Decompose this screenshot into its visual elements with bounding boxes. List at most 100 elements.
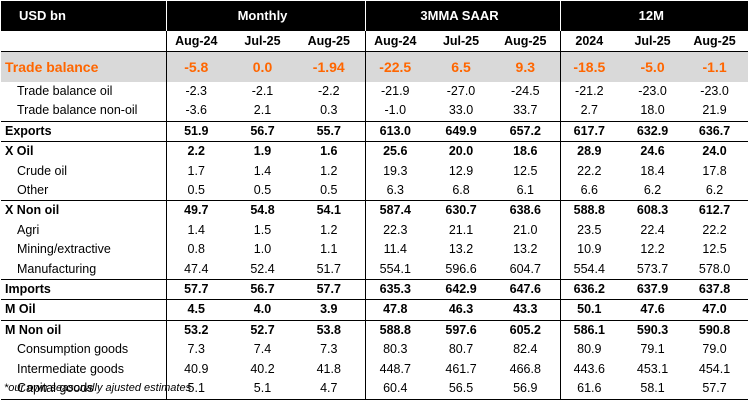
table-cell: 2.1 [253, 103, 272, 118]
table-cell: 56.9 [497, 379, 561, 400]
table-cell: 12.5 [702, 242, 727, 257]
table-cell: 578.0 [698, 261, 731, 276]
table-cell: 21.9 [702, 103, 727, 118]
table-cell: 5.1 [165, 379, 232, 400]
table-cell: 79.0 [702, 342, 727, 357]
table-cell: 613.0 [364, 120, 432, 142]
table-row: Consumption goods 7.3 7.4 7.3 80.3 80.7 82.4 80… [1, 340, 748, 360]
table-row: Manufacturing 47.4 52.4 51.7 554.1 596.6 604.7… [1, 259, 748, 280]
table-cell: 0.5 [320, 183, 338, 198]
column-header: Jul-25 [431, 31, 498, 52]
table-cell: 649.9 [431, 120, 498, 142]
table-cell: 647.6 [497, 279, 561, 300]
row-label: Consumption goods [17, 342, 129, 357]
table-cell: -5.8 [165, 51, 232, 82]
table-cell: 2.2 [165, 141, 232, 162]
table-cell: 21.0 [513, 222, 538, 237]
table-cell: 33.0 [448, 103, 474, 118]
table-cell: -2.2 [317, 84, 340, 98]
table-cell: 1.6 [299, 141, 366, 162]
table-cell: 590.3 [624, 319, 688, 341]
column-header: Jul-25 [232, 31, 299, 52]
table-row: Crude oil 1.7 1.4 1.2 19.3 12.9 12.5 22.2 18.4 17… [1, 161, 748, 182]
table-row: Imports 57.7 56.7 57.7 635.3 642.9 647.6 636.2 6… [1, 279, 749, 300]
row-label: Imports [1, 279, 166, 300]
table-cell: -21.2 [559, 82, 625, 102]
table-cell: 1.5 [253, 222, 272, 237]
table-cell: 40.9 [165, 359, 232, 380]
table-cell: -27.0 [446, 84, 476, 98]
table-cell: 7.3 [320, 342, 338, 357]
table-cell: 1.2 [320, 222, 338, 237]
column-header: Jul-25 [624, 31, 688, 52]
table-cell: 636.2 [559, 279, 625, 300]
table-cell: 466.8 [509, 361, 541, 376]
table-cell: 33.7 [513, 103, 538, 118]
table-cell: -1.0 [364, 101, 432, 122]
table-cell: -24.5 [511, 84, 540, 98]
table-cell: 54.1 [299, 200, 366, 221]
table-cell: 587.4 [364, 200, 432, 221]
table-cell: 7.3 [165, 340, 232, 360]
table-cell: -2.3 [165, 82, 232, 102]
row-label: Manufacturing [17, 261, 97, 276]
row-label: Crude oil [17, 163, 68, 178]
table-cell: 4.5 [165, 299, 232, 321]
table-cell: 24.6 [624, 141, 688, 162]
table-cell: 17.8 [702, 163, 727, 178]
table-cell: 6.8 [452, 183, 470, 198]
table-cell: 47.0 [687, 299, 749, 321]
table-cell: 79.1 [640, 342, 665, 357]
table-cell: 635.3 [364, 279, 432, 300]
row-label: M Non oil [1, 319, 166, 341]
table-cell: 1.1 [320, 242, 338, 257]
column-header: 2024 [559, 31, 625, 52]
table-cell: 52.7 [232, 319, 299, 341]
table-cell: 6.3 [364, 181, 432, 201]
table-cell: 80.9 [559, 340, 625, 360]
table-row: Mining/extractive 0.8 1.0 1.1 11.4 13.2 13.2 10… [1, 240, 748, 260]
table-cell: 590.8 [687, 319, 749, 341]
table-cell: 448.7 [364, 359, 432, 380]
table-row: Capital goods 5.1 5.1 4.7 60.4 56.5 56.9 61.6 58… [1, 379, 749, 400]
table-cell: 453.1 [636, 361, 669, 376]
table-cell: 0.5 [253, 183, 272, 198]
table-cell: 586.1 [559, 319, 625, 341]
table-cell: 24.0 [687, 141, 749, 162]
row-label: Exports [1, 120, 166, 142]
table-cell: 49.7 [165, 200, 232, 221]
table-cell: 642.9 [431, 279, 498, 300]
column-header: Aug-25 [497, 31, 561, 52]
group-3mma-saar: 3MMA SAAR [364, 1, 561, 31]
table-cell: 0.5 [165, 181, 232, 201]
row-label: X Oil [1, 141, 166, 162]
table-cell: -18.5 [559, 51, 625, 82]
table-cell: 53.8 [299, 319, 366, 341]
table-cell: 6.2 [643, 183, 662, 198]
table-row: M Non oil 53.2 52.7 53.8 588.8 597.6 605.2 586.… [1, 319, 749, 341]
table-cell: 54.8 [232, 200, 299, 221]
unit-label: USD bn [1, 1, 166, 31]
table-cell: 18.0 [640, 103, 665, 118]
table-cell: 3.9 [299, 299, 366, 321]
table-cell: 28.9 [559, 141, 625, 162]
table-cell: 56.5 [431, 379, 498, 400]
table-cell: 443.6 [559, 359, 625, 380]
table-cell: 630.7 [431, 200, 498, 221]
table-cell: 22.2 [702, 222, 727, 237]
table-cell: 637.8 [687, 279, 749, 300]
table-cell: 617.7 [559, 120, 625, 142]
table-cell: 1.9 [232, 141, 299, 162]
table-cell: -2.1 [251, 84, 274, 98]
table-cell: 461.7 [445, 361, 477, 376]
table-cell: 0.8 [165, 240, 232, 260]
column-header: Aug-25 [687, 31, 749, 52]
table-cell: 19.3 [364, 161, 432, 182]
table-cell: 0.0 [232, 51, 299, 82]
table-cell: 454.1 [698, 361, 731, 376]
table-cell: 4.7 [299, 379, 366, 400]
table-cell: 13.2 [448, 242, 474, 257]
table-cell: 10.9 [559, 240, 625, 260]
table-row: X Non oil 49.7 54.8 54.1 587.4 630.7 638.6 588.… [1, 200, 749, 221]
